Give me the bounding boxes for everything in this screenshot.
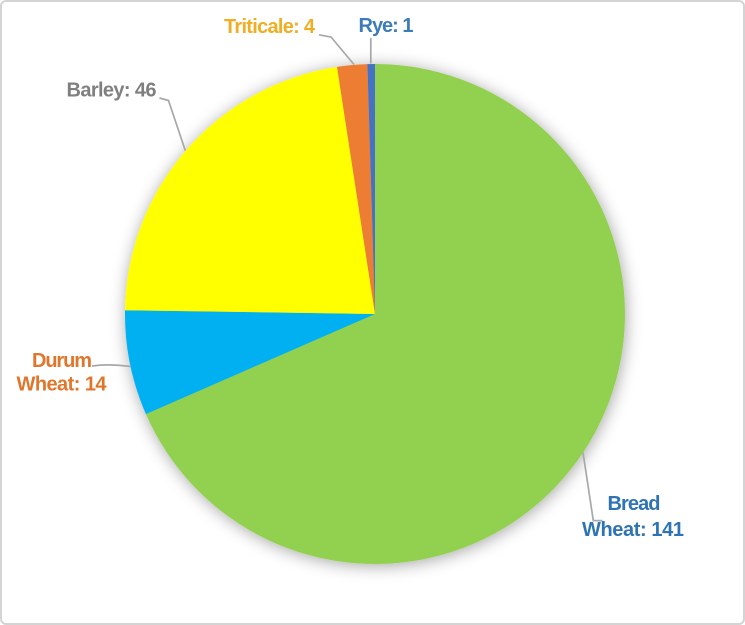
svg-text:Bread: Bread <box>608 493 661 515</box>
svg-text:Barley: 46: Barley: 46 <box>67 79 157 101</box>
svg-text:Triticale: 4: Triticale: 4 <box>224 16 316 38</box>
svg-text:Durum: Durum <box>32 350 92 372</box>
svg-text:Rye: 1: Rye: 1 <box>359 15 414 37</box>
svg-text:Wheat: 14: Wheat: 14 <box>17 373 108 395</box>
svg-text:Wheat: 141: Wheat: 141 <box>582 519 684 541</box>
